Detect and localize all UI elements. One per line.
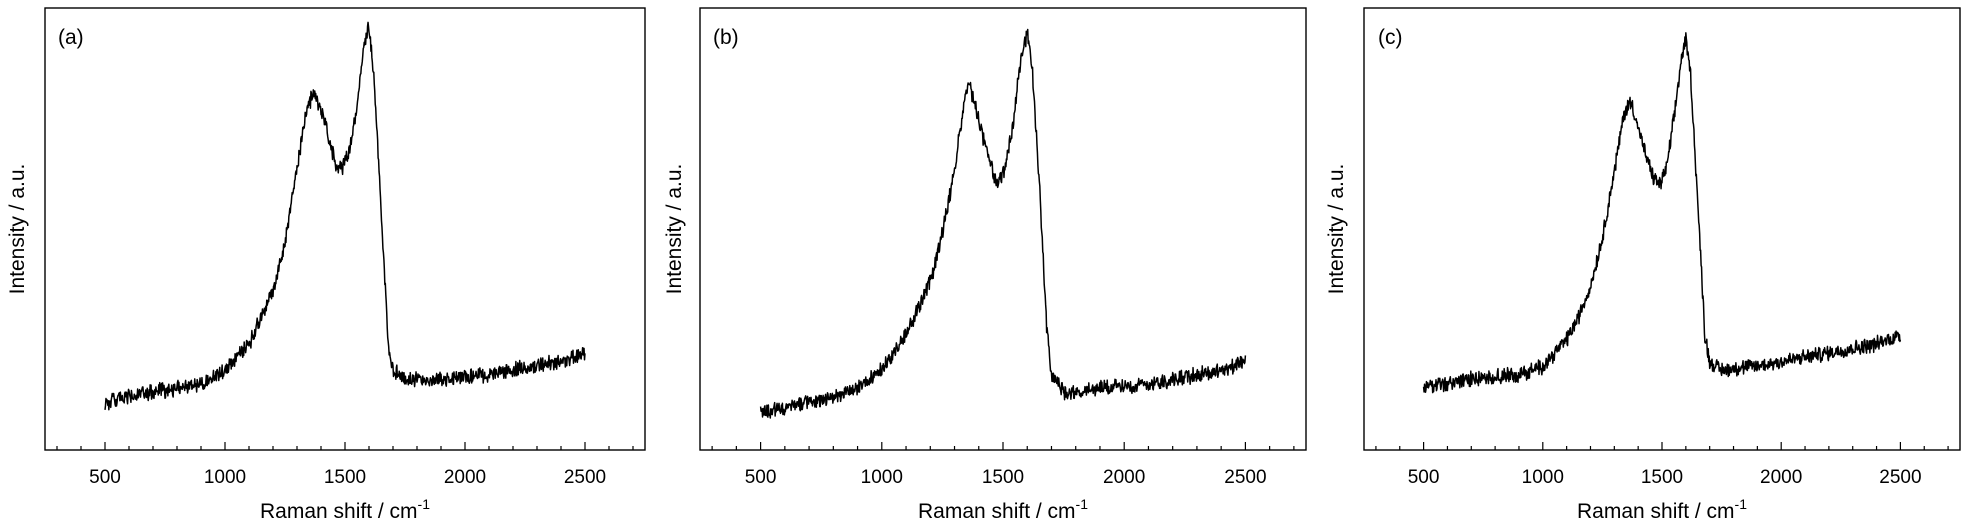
x-tick-label-a: 2000 bbox=[444, 467, 486, 488]
spectrum-line-b bbox=[759, 28, 1247, 419]
x-axis-label-sup-a: -1 bbox=[418, 496, 431, 512]
x-tick-label-b: 2500 bbox=[1224, 467, 1266, 488]
plot-frame-b bbox=[699, 7, 1307, 451]
y-axis-label-a: Intensity / a.u. bbox=[6, 164, 29, 295]
x-tick-label-a: 2500 bbox=[564, 467, 606, 488]
x-tick-label-b: 1000 bbox=[861, 467, 903, 488]
x-tick-label-c: 2500 bbox=[1879, 467, 1921, 488]
y-axis-label-c: Intensity / a.u. bbox=[1325, 164, 1348, 295]
spectrum-line-c bbox=[1422, 32, 1902, 394]
x-axis-label-text-b: Raman shift / cm bbox=[918, 500, 1076, 523]
x-axis-label-b: Raman shift / cm-1 bbox=[918, 496, 1088, 523]
x-axis-label-text-c: Raman shift / cm bbox=[1577, 500, 1735, 523]
x-axis-label-sup-c: -1 bbox=[1735, 496, 1748, 512]
x-axis-label-text-a: Raman shift / cm bbox=[260, 500, 418, 523]
plot-frame-a bbox=[44, 7, 646, 451]
y-axis-label-b: Intensity / a.u. bbox=[663, 164, 686, 295]
x-tick-label-a: 1000 bbox=[204, 467, 246, 488]
x-tick-label-a: 500 bbox=[89, 467, 121, 488]
x-tick-label-b: 500 bbox=[745, 467, 777, 488]
x-tick-label-c: 1000 bbox=[1522, 467, 1564, 488]
x-tick-label-c: 2000 bbox=[1760, 467, 1802, 488]
panel-label-c: (c) bbox=[1378, 26, 1403, 49]
x-ticks-b: 500 1000 1500 2000 2500 bbox=[711, 442, 1295, 488]
x-axis-label-a: Raman shift / cm-1 bbox=[260, 496, 430, 523]
x-ticks-c: 500 1000 1500 2000 2500 bbox=[1375, 442, 1949, 488]
panel-label-a: (a) bbox=[58, 26, 84, 49]
panel-a: (a) 500 1000 1500 2000 2500 Raman shift / cm… bbox=[6, 7, 646, 523]
x-axis-label-sup-b: -1 bbox=[1076, 496, 1089, 512]
x-tick-label-c: 1500 bbox=[1641, 467, 1683, 488]
spectrum-line-a bbox=[104, 21, 586, 411]
x-axis-label-c: Raman shift / cm-1 bbox=[1577, 496, 1747, 523]
x-tick-label-b: 1500 bbox=[982, 467, 1024, 488]
panel-c: (c) 500 1000 1500 2000 2500 Raman shift / cm… bbox=[1325, 7, 1961, 523]
x-tick-label-a: 1500 bbox=[324, 467, 366, 488]
x-tick-label-b: 2000 bbox=[1103, 467, 1145, 488]
x-ticks-a: 500 1000 1500 2000 2500 bbox=[56, 442, 634, 488]
panel-b: (b) 500 1000 1500 2000 2500 Raman shift / cm… bbox=[663, 7, 1307, 523]
x-tick-label-c: 500 bbox=[1408, 467, 1440, 488]
panel-label-b: (b) bbox=[713, 26, 739, 49]
